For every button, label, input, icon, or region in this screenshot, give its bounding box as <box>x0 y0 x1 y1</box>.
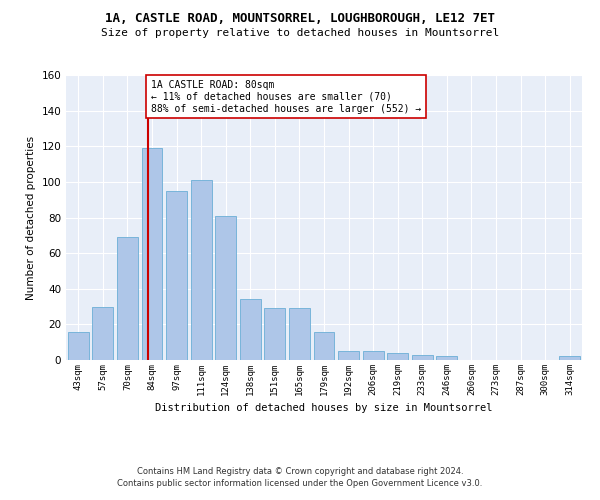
Bar <box>436 356 457 360</box>
Text: 1A, CASTLE ROAD, MOUNTSORREL, LOUGHBOROUGH, LE12 7ET: 1A, CASTLE ROAD, MOUNTSORREL, LOUGHBOROU… <box>105 12 495 26</box>
Bar <box>191 180 212 360</box>
Text: Contains HM Land Registry data © Crown copyright and database right 2024.: Contains HM Land Registry data © Crown c… <box>137 467 463 476</box>
Bar <box>215 216 236 360</box>
Bar <box>289 308 310 360</box>
Bar <box>387 353 408 360</box>
Bar <box>142 148 163 360</box>
Text: 1A CASTLE ROAD: 80sqm
← 11% of detached houses are smaller (70)
88% of semi-deta: 1A CASTLE ROAD: 80sqm ← 11% of detached … <box>151 80 421 114</box>
Bar <box>338 351 359 360</box>
Y-axis label: Number of detached properties: Number of detached properties <box>26 136 36 300</box>
Bar <box>68 332 89 360</box>
Bar <box>265 308 286 360</box>
Bar <box>117 237 138 360</box>
Bar <box>240 300 261 360</box>
Bar <box>92 306 113 360</box>
Bar <box>412 354 433 360</box>
Text: Contains public sector information licensed under the Open Government Licence v3: Contains public sector information licen… <box>118 478 482 488</box>
Bar <box>559 356 580 360</box>
X-axis label: Distribution of detached houses by size in Mountsorrel: Distribution of detached houses by size … <box>155 404 493 413</box>
Text: Size of property relative to detached houses in Mountsorrel: Size of property relative to detached ho… <box>101 28 499 38</box>
Bar <box>362 351 383 360</box>
Bar <box>314 332 334 360</box>
Bar <box>166 191 187 360</box>
